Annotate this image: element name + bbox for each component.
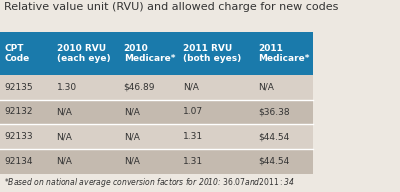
Bar — [52, 149, 119, 174]
Bar — [119, 32, 179, 75]
Text: 92134: 92134 — [4, 157, 33, 166]
Bar — [52, 99, 119, 124]
Bar — [179, 124, 253, 149]
Text: $46.89: $46.89 — [124, 83, 155, 92]
Text: CPT
Code: CPT Code — [4, 44, 30, 63]
Bar — [52, 124, 119, 149]
Bar — [253, 75, 313, 99]
Text: N/A: N/A — [124, 132, 140, 141]
Text: $36.38: $36.38 — [258, 107, 290, 116]
Bar — [253, 99, 313, 124]
Bar — [119, 149, 179, 174]
Bar — [179, 99, 253, 124]
Text: $44.54: $44.54 — [258, 132, 289, 141]
Bar — [119, 99, 179, 124]
Text: N/A: N/A — [57, 107, 72, 116]
Bar — [119, 124, 179, 149]
Text: $44.54: $44.54 — [258, 157, 289, 166]
Bar — [0, 75, 52, 99]
Text: 1.30: 1.30 — [57, 83, 77, 92]
Text: N/A: N/A — [57, 157, 72, 166]
Text: *Based on national average conversion factors for 2010: $36.07 and 2011: $34: *Based on national average conversion fa… — [4, 175, 295, 189]
Bar — [179, 149, 253, 174]
Bar — [253, 149, 313, 174]
Text: N/A: N/A — [124, 107, 140, 116]
Bar — [179, 32, 253, 75]
Bar — [52, 32, 119, 75]
Bar — [179, 75, 253, 99]
Bar — [253, 124, 313, 149]
Text: N/A: N/A — [183, 83, 199, 92]
Text: 2011
Medicare*: 2011 Medicare* — [258, 44, 309, 63]
Text: N/A: N/A — [57, 132, 72, 141]
Bar — [0, 32, 52, 75]
Bar — [0, 124, 52, 149]
Bar — [119, 75, 179, 99]
Text: N/A: N/A — [124, 157, 140, 166]
Text: 92132: 92132 — [4, 107, 33, 116]
Bar — [253, 32, 313, 75]
Text: 2011 RVU
(both eyes): 2011 RVU (both eyes) — [183, 44, 242, 63]
Text: 92133: 92133 — [4, 132, 33, 141]
Bar — [52, 75, 119, 99]
Text: 1.07: 1.07 — [183, 107, 204, 116]
Text: 1.31: 1.31 — [183, 132, 204, 141]
Text: Relative value unit (RVU) and allowed charge for new codes: Relative value unit (RVU) and allowed ch… — [4, 2, 338, 12]
Text: 92135: 92135 — [4, 83, 33, 92]
Bar — [0, 99, 52, 124]
Text: 2010
Medicare*: 2010 Medicare* — [124, 44, 175, 63]
Text: N/A: N/A — [258, 83, 274, 92]
Text: 1.31: 1.31 — [183, 157, 204, 166]
Bar — [0, 149, 52, 174]
Text: 2010 RVU
(each eye): 2010 RVU (each eye) — [57, 44, 110, 63]
